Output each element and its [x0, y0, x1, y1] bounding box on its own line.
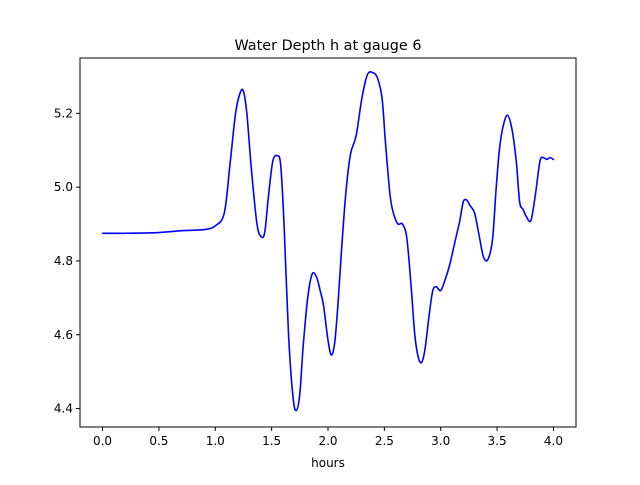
x-tick-label: 3.0: [431, 434, 450, 448]
x-tick-label: 0.0: [93, 434, 112, 448]
y-tick-label: 4.4: [54, 402, 73, 416]
y-tick-label: 5.2: [54, 106, 73, 120]
series-line-0: [101, 71, 555, 412]
y-tick-label: 5.0: [54, 180, 73, 194]
x-tick-label: 3.5: [488, 434, 507, 448]
x-tick-label: 4.0: [544, 434, 563, 448]
y-tick-label: 4.6: [54, 328, 73, 342]
y-tick-label: 4.8: [54, 254, 73, 268]
axes-frame: [79, 57, 577, 428]
plot-area: [101, 71, 555, 412]
chart-title: Water Depth h at gauge 6: [234, 38, 421, 54]
x-tick-label: 2.0: [318, 434, 337, 448]
x-tick-label: 1.0: [206, 434, 225, 448]
x-tick-label: 2.5: [375, 434, 394, 448]
x-axis-label: hours: [311, 456, 345, 470]
x-tick-label: 1.5: [262, 434, 281, 448]
x-tick-label: 0.5: [149, 434, 168, 448]
axis-ticks: 0.0 0.5 1.0 1.5 2.0 2.5 3.0 3.5 4.0 4.4 4.6 4.8 5.0 5…: [54, 106, 563, 448]
